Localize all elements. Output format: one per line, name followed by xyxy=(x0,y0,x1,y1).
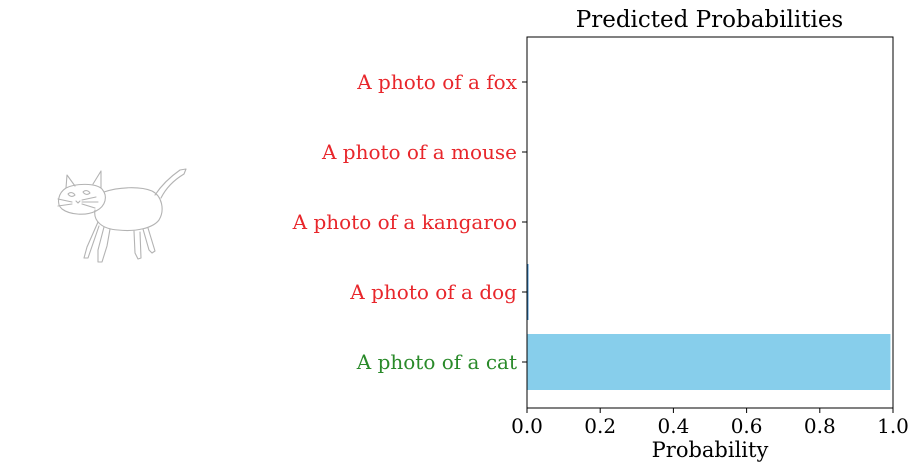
x-tick-label: 0.4 xyxy=(657,414,689,438)
bar-a-photo-of-a-dog xyxy=(527,264,529,320)
category-label: A photo of a cat xyxy=(356,350,517,374)
category-labels: A photo of a fox A photo of a mouse A phot… xyxy=(292,70,527,374)
x-axis-label: Probability xyxy=(652,438,769,462)
x-tick-label: 1.0 xyxy=(877,414,909,438)
category-label: A photo of a fox xyxy=(356,70,517,94)
x-tick-label: 0.2 xyxy=(584,414,616,438)
x-tick-label: 0.6 xyxy=(731,414,763,438)
bar-a-photo-of-a-cat xyxy=(527,334,891,390)
probability-bar-chart: Predicted Probabilities A photo of a fox… xyxy=(292,7,909,462)
bars xyxy=(527,264,891,390)
x-tick-label: 0.8 xyxy=(804,414,836,438)
category-label: A photo of a dog xyxy=(349,280,517,304)
chart-title: Predicted Probabilities xyxy=(576,7,844,33)
cat-sketch xyxy=(57,168,187,263)
category-label: A photo of a mouse xyxy=(321,140,517,164)
x-axis-ticks: 0.0 0.2 0.4 0.6 0.8 1.0 xyxy=(511,408,909,438)
category-label: A photo of a kangaroo xyxy=(292,210,517,234)
x-tick-label: 0.0 xyxy=(511,414,543,438)
plot-frame xyxy=(526,36,894,409)
